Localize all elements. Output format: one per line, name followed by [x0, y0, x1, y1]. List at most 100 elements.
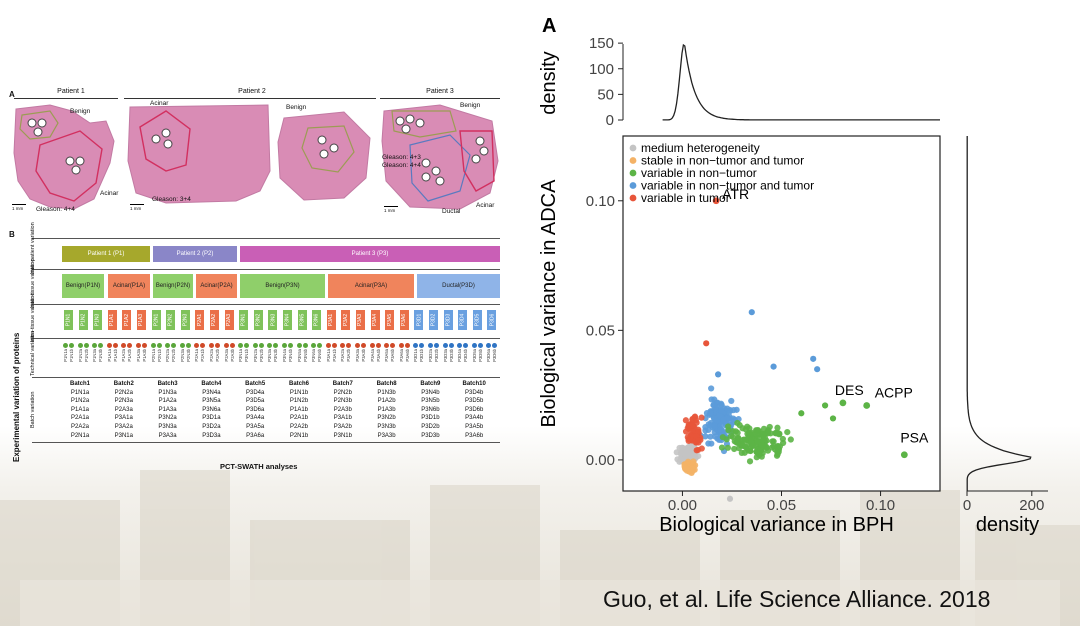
tech-label-p2n3a: P2N3a [179, 349, 185, 362]
tech-label-p3d4b: P3D4b [463, 349, 469, 362]
pct-swath-label: PCT-SWATH analyses [220, 462, 298, 471]
tech-label-p3n1b: P3N1b [244, 349, 250, 362]
sample-chip-p3n1: P3N1 [239, 310, 249, 330]
sample-chip-p3a5: P3A5 [385, 310, 395, 330]
y-tick-label: 0.05 [586, 322, 615, 339]
panel-b-axis-label: Experimental variation of proteins [12, 332, 21, 462]
scatter-point [707, 433, 714, 440]
variance-scatter-chart: A 0 50 100 150 density ATR DES ACPP PSA medium h… [538, 15, 1048, 536]
batch-item: P3D1a [202, 415, 221, 422]
tech-dot-p1n1b [69, 343, 74, 348]
scatter-point [735, 435, 742, 442]
scatter-point [698, 414, 705, 421]
batch-item: P3N3b [377, 423, 396, 430]
scatter-point [740, 436, 747, 443]
scatter-point [702, 433, 709, 440]
tech-dot-p2a3a [223, 343, 229, 348]
batch-column-6: Batch6 P1N1b P1N2b P1A1b P2A1b P2A2b P2N1b [279, 380, 319, 440]
right-density-tick-label: 200 [1019, 497, 1044, 514]
study-design-figure: A Patient 1 Patient 2 Patient 3 Benign A… [8, 86, 504, 486]
sample-chip-p2a1: P2A1 [195, 310, 205, 330]
schema-rule-2 [32, 269, 500, 270]
patient-2-box: Patient 2 (P2) [153, 246, 237, 262]
sample-chip-p1n1: P1N1 [64, 310, 73, 330]
tissue-box-p1n: Benign (P1N) [62, 274, 104, 298]
tech-dot-p3d4b [463, 343, 469, 348]
batch-item: P3D2a [202, 423, 221, 430]
patient-2-header: Patient 2 [238, 88, 266, 95]
top-density-curve [662, 43, 940, 121]
scatter-point [705, 440, 712, 447]
p3-ductal-label: Ductal [442, 208, 461, 215]
tech-label-p3n1a: P3N1a [238, 349, 244, 362]
scatter-point [688, 468, 696, 475]
patient-1-rule [14, 98, 118, 99]
sample-chip-p3n3: P3N3 [268, 310, 278, 330]
annotated-point-psa [900, 451, 908, 459]
batch-item: P3D4a [246, 389, 265, 396]
tech-label-p3d1b: P3D1b [419, 349, 425, 362]
panel-a-letter: A [9, 90, 15, 99]
batch-item: P2A1b [289, 415, 308, 422]
tech-label-p3n2b: P3N2b [258, 349, 264, 362]
sample-chip-p1n2: P1N2 [78, 310, 88, 330]
tissue-box-p2n: Benign (P2N) [153, 274, 193, 298]
scatter-point [674, 456, 681, 463]
tech-label-p3a6b: P3A6b [404, 349, 410, 362]
patient-2-tissue-image-1 [127, 104, 271, 204]
batch-header: Batch2 [113, 381, 134, 387]
scatter-point [749, 442, 757, 449]
tech-dot-p2a3b [229, 343, 235, 348]
batch-item: P2N2b [333, 389, 352, 396]
p1-acinar-label: Acinar [100, 190, 119, 197]
tech-dot-p3a5b [390, 343, 396, 348]
p1-scale-bar: 1 mm [12, 204, 26, 211]
batch-item: P1A1a [70, 406, 89, 413]
scatter-point [707, 410, 714, 417]
batch-item: P3A1a [114, 415, 133, 422]
tech-dot-p1a2b [127, 343, 133, 348]
batch-item: P3A1b [333, 415, 352, 422]
scatter-point [676, 444, 683, 452]
scatter-point [689, 422, 696, 429]
scatter-point [689, 415, 696, 423]
legend-marker [629, 182, 637, 189]
batch-header: Batch6 [288, 381, 309, 387]
background-cityscape [0, 470, 1080, 626]
scatter-point [695, 437, 702, 444]
tissue-box-p3d: Ductal (P3D) [417, 274, 500, 298]
batch-item: P3A6b [465, 432, 484, 439]
batch-item: P2A2b [289, 423, 308, 430]
scatter-point [690, 458, 697, 465]
tech-dot-p1n3a [92, 343, 98, 348]
scatter-point [720, 416, 727, 423]
scatter-point [753, 427, 761, 434]
tech-label-p3a5b: P3A5b [390, 349, 396, 362]
scatter-point [770, 443, 777, 450]
tech-label-p3d6a: P3D6a [486, 349, 492, 362]
legend-label: variable in tumor [641, 191, 730, 205]
batch-column-9: Batch9 P3N4b P3N5b P3N6b P3D1b P3D2b P3D3b [410, 380, 450, 440]
scatter-point [774, 451, 781, 458]
batch-item: P1N3b [377, 389, 396, 396]
batch-item: P1N1b [289, 389, 309, 396]
tech-label-p3n2a: P3N2a [252, 349, 258, 362]
tech-label-p1n1a: P1N1a [63, 349, 68, 362]
p3-gleason-43-label: Gleason: 4+3 [382, 154, 421, 161]
tech-label-p3a4a: P3A4a [369, 349, 375, 362]
tech-dot-p3n2a [252, 343, 258, 348]
sample-chip-p2n2: P2N2 [166, 310, 176, 330]
batch-item: P3A5b [465, 423, 484, 430]
scatter-point [718, 444, 726, 451]
sample-chip-p3d6: P3D6 [487, 310, 497, 330]
tech-label-p3n5a: P3N5a [296, 349, 302, 362]
p3-gleason-44-label: Gleason: 4+4 [382, 162, 421, 169]
scatter-point [736, 422, 743, 429]
scatter-point [754, 438, 761, 445]
batch-item: P3N4b [421, 389, 440, 396]
batch-header: Batch10 [462, 381, 486, 387]
y-axis-label: Biological variance in ADCA [538, 179, 560, 428]
patient-1-header: Patient 1 [57, 88, 85, 95]
p3-scale-bar: 1 mm [384, 206, 398, 213]
schema-rule-3 [32, 304, 500, 305]
